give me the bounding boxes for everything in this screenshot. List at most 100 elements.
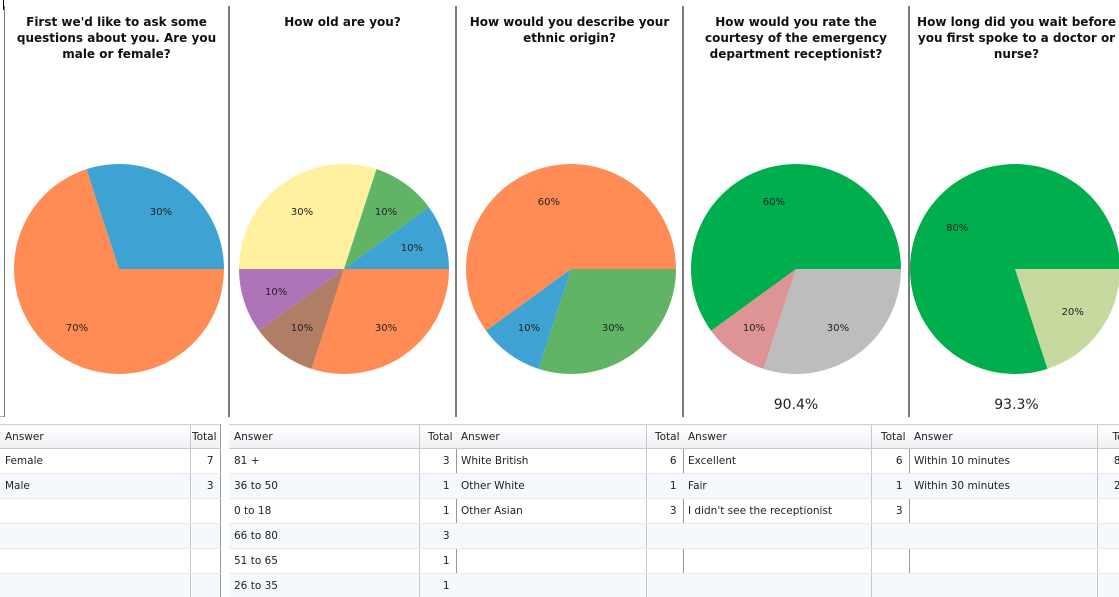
- total-cell: 1: [418, 573, 457, 597]
- answer-column-header[interactable]: Answer: [229, 424, 419, 449]
- top-edge-marker: [3, 0, 4, 10]
- answer-column-header[interactable]: Answer: [909, 424, 1097, 449]
- table-row: [683, 548, 910, 574]
- answer-cell: [456, 548, 646, 574]
- chart-panel-5: How long did you wait before you first s…: [909, 6, 1119, 417]
- answer-cell: [683, 548, 871, 574]
- slice-label: 60%: [763, 197, 785, 208]
- total-column-header[interactable]: Total: [645, 424, 684, 449]
- table-row: [456, 548, 684, 574]
- answers-table: Answer Total Female 7 Male 3: [0, 424, 221, 597]
- slice-label: 10%: [265, 287, 287, 298]
- table-row: [456, 523, 684, 549]
- slice-label: 10%: [743, 323, 765, 334]
- total-cell: [189, 548, 221, 574]
- answers-table: Answer Total White British 6 Other White 1 Oth…: [456, 424, 684, 597]
- total-cell: 3: [870, 498, 910, 524]
- answer-column-header[interactable]: Answer: [456, 424, 646, 449]
- answer-cell: [0, 573, 190, 597]
- total-cell: [645, 523, 684, 549]
- table-row: [0, 548, 221, 574]
- total-column-header[interactable]: Total: [870, 424, 910, 449]
- answer-cell: 66 to 80: [229, 523, 419, 549]
- table-row: Female 7: [0, 448, 221, 474]
- total-cell: 3: [645, 498, 684, 524]
- table-row: [0, 573, 221, 597]
- total-column-header[interactable]: To: [1096, 424, 1119, 449]
- pie-slice: [1015, 269, 1119, 369]
- table-row: [909, 498, 1119, 524]
- table-header-row: Answer Total: [229, 424, 457, 449]
- total-cell: [870, 573, 910, 597]
- total-cell: [1096, 548, 1119, 574]
- total-cell: [645, 548, 684, 574]
- chart-panel-2: How old are you? 30% 10% 10% 30% 10% 10%: [229, 6, 456, 417]
- table-header-row: Answer Total: [683, 424, 910, 449]
- total-cell: 3: [418, 523, 457, 549]
- chart-title: First we'd like to ask some questions ab…: [16, 15, 217, 61]
- answer-column-header[interactable]: Answer: [0, 424, 190, 449]
- answer-cell: I didn't see the receptionist: [683, 498, 871, 524]
- answer-cell: Other Asian: [456, 498, 646, 524]
- total-cell: [870, 523, 910, 549]
- pie-chart: 30% 10% 10% 30% 10% 10%: [239, 163, 449, 375]
- pie-slice: [538, 269, 676, 375]
- answer-cell: [0, 523, 190, 549]
- answer-column-header[interactable]: Answer: [683, 424, 871, 449]
- total-cell: 1: [645, 473, 684, 499]
- pie-slice: [910, 164, 1119, 374]
- pie-slice: [711, 269, 796, 369]
- table-row: Male 3: [0, 473, 221, 499]
- total-cell: 3: [418, 448, 457, 474]
- total-column-header[interactable]: Total: [189, 424, 221, 449]
- answer-cell: [909, 548, 1097, 574]
- answers-table: AnswerToWithin 10 minutes8Within 30 minu…: [909, 424, 1119, 597]
- answer-cell: Female: [0, 448, 190, 474]
- pie-chart: 30% 10% 60%: [466, 164, 676, 375]
- total-cell: 3: [189, 473, 221, 499]
- table-row: [683, 523, 910, 549]
- pie-slice: [14, 169, 225, 374]
- pie-slice: [259, 269, 344, 369]
- table-row: Other Asian 3: [456, 498, 684, 524]
- answer-cell: [909, 573, 1097, 597]
- table-row: Other White 1: [456, 473, 684, 499]
- table-row: Excellent 6: [683, 448, 910, 474]
- satisfaction-score: 93.3%: [994, 397, 1039, 413]
- pie-slice: [239, 269, 344, 331]
- slice-label: 10%: [375, 207, 397, 218]
- total-cell: [645, 573, 684, 597]
- slice-label: 10%: [401, 243, 423, 254]
- table-row: Fair 1: [683, 473, 910, 499]
- total-cell: [189, 498, 221, 524]
- answer-cell: 51 to 65: [229, 548, 419, 574]
- slice-label: 60%: [538, 197, 560, 208]
- answers-table: Answer Total Excellent 6 Fair 1 I didn't see t…: [683, 424, 910, 597]
- pie-slice: [466, 164, 676, 331]
- table-row: [456, 573, 684, 597]
- answer-cell: [909, 498, 1097, 524]
- pie-slice: [86, 163, 224, 269]
- total-column-header[interactable]: Total: [418, 424, 457, 449]
- pie-slice: [691, 164, 901, 331]
- table-row: 0 to 18 1: [229, 498, 457, 524]
- table-row: [909, 548, 1119, 574]
- answer-cell: White British: [456, 448, 646, 474]
- total-cell: 1: [870, 473, 910, 499]
- total-cell: [1096, 498, 1119, 524]
- total-cell: 8: [1096, 448, 1119, 474]
- table-row: 26 to 35 1: [229, 573, 457, 597]
- table-row: Within 10 minutes8: [909, 448, 1119, 474]
- pie-slice: [239, 163, 377, 269]
- total-cell: [189, 523, 221, 549]
- total-cell: 6: [645, 448, 684, 474]
- answer-cell: [909, 523, 1097, 549]
- pie-slice: [486, 269, 571, 369]
- answer-cell: Excellent: [683, 448, 871, 474]
- total-cell: 6: [870, 448, 910, 474]
- table-row: 36 to 50 1: [229, 473, 457, 499]
- chart-title: How would you describe your ethnic origi…: [469, 15, 670, 45]
- total-cell: 1: [418, 473, 457, 499]
